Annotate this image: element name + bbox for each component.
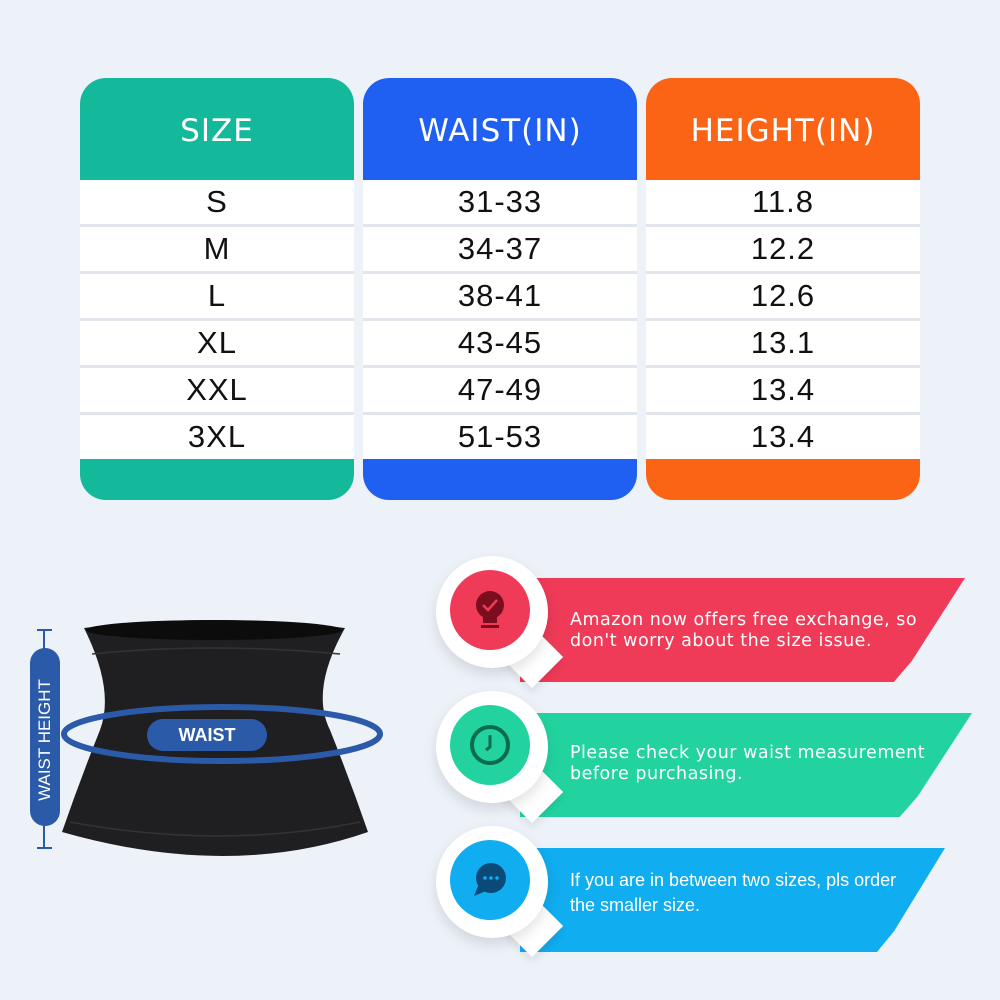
table-cell: 38-41 — [363, 274, 637, 318]
table-cell: 12.6 — [646, 274, 920, 318]
table-cell: 13.4 — [646, 368, 920, 412]
tip-icon-badge — [436, 556, 548, 668]
waist-tag — [147, 719, 267, 751]
waist-height-tag — [30, 648, 60, 826]
tip-text: before purchasing. — [570, 764, 744, 784]
table-cell: 51-53 — [363, 415, 637, 459]
table-cell: 13.4 — [646, 415, 920, 459]
table-cell: 11.8 — [646, 180, 920, 224]
table-cell: XL — [80, 321, 354, 365]
column-header: SIZE — [180, 113, 254, 149]
column-header: HEIGHT(IN) — [690, 113, 876, 149]
tip-icon-badge — [436, 826, 548, 938]
table-cell: 13.1 — [646, 321, 920, 365]
waist-label: WAIST — [178, 725, 236, 745]
waist-height-label: WAIST HEIGHT — [35, 679, 54, 801]
column-header: WAIST(IN) — [418, 113, 582, 149]
tip-banner: If you are in between two sizes, pls ord… — [520, 848, 945, 952]
table-cell: 43-45 — [363, 321, 637, 365]
waist-trainer-illustration — [30, 620, 383, 856]
tip-text: Amazon now offers free exchange, so — [570, 610, 918, 630]
lightbulb-check-icon — [476, 591, 504, 628]
waist-ring — [61, 704, 383, 764]
waist-column: WAIST(IN) 31-33 34-37 38-41 43-45 47-49 … — [363, 78, 637, 500]
tip-banner: Please check your waist measurement befor… — [520, 713, 972, 817]
size-column: SIZE S M L XL XXL 3XL — [80, 78, 354, 500]
tip-banner: Amazon now offers free exchange, so don't… — [520, 578, 965, 682]
table-cell: 12.2 — [646, 227, 920, 271]
table-cell: 34-37 — [363, 227, 637, 271]
tip-text: Please check your waist measurement — [570, 743, 926, 763]
tip-text: don't worry about the size issue. — [570, 631, 873, 651]
table-cell: 47-49 — [363, 368, 637, 412]
tip-icon-badge — [436, 691, 548, 803]
table-cell: L — [80, 274, 354, 318]
tip-text: If you are in between two sizes, pls ord… — [570, 870, 897, 890]
table-cell: 3XL — [80, 415, 354, 459]
table-cell: M — [80, 227, 354, 271]
clock-icon — [470, 725, 510, 765]
table-cell: 31-33 — [363, 180, 637, 224]
height-column: HEIGHT(IN) 11.8 12.2 12.6 13.1 13.4 13.4 — [646, 78, 920, 500]
table-cell: S — [80, 180, 354, 224]
tip-text: the smaller size. — [570, 895, 701, 915]
table-cell: XXL — [80, 368, 354, 412]
chat-bubble-icon — [474, 863, 506, 896]
